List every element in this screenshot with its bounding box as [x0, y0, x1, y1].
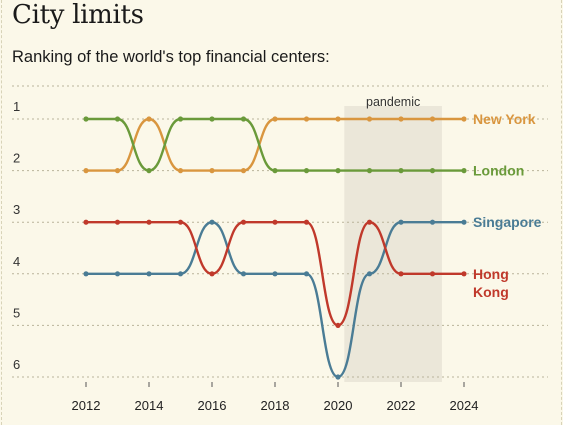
y-tick-label: 4: [13, 254, 20, 269]
data-point-london: [114, 116, 121, 122]
data-point-new-york: [146, 116, 152, 122]
data-point-hong-kong: [272, 219, 278, 225]
data-point-singapore: [335, 374, 341, 380]
data-point-singapore: [366, 271, 373, 277]
data-point-singapore: [461, 219, 467, 225]
data-point-hong-kong: [335, 322, 341, 328]
series-label-singapore: Singapore: [473, 214, 542, 230]
data-point-new-york: [272, 116, 278, 122]
data-point-london: [335, 168, 341, 174]
x-tick-label: 2022: [387, 398, 416, 413]
data-point-singapore: [114, 271, 121, 277]
data-point-singapore: [398, 219, 404, 225]
data-point-london: [177, 116, 184, 122]
data-point-hong-kong: [366, 219, 373, 225]
data-point-london: [83, 116, 89, 122]
data-point-new-york: [209, 168, 215, 174]
data-point-singapore: [83, 271, 89, 277]
data-point-new-york: [114, 168, 121, 174]
data-point-london: [209, 116, 215, 122]
data-point-singapore: [429, 219, 436, 225]
data-point-new-york: [429, 116, 436, 122]
data-point-london: [272, 168, 278, 174]
frame-border-left: [1, 0, 2, 425]
data-point-hong-kong: [398, 271, 404, 277]
data-point-london: [461, 168, 467, 174]
data-point-london: [146, 168, 152, 174]
series-line-hong-kong: [86, 220, 464, 327]
y-tick-label: 2: [13, 151, 20, 166]
y-tick-label: 3: [13, 202, 20, 217]
data-point-singapore: [240, 271, 247, 277]
x-tick-label: 2012: [72, 398, 101, 413]
data-point-new-york: [366, 116, 373, 122]
data-point-new-york: [398, 116, 404, 122]
data-point-singapore: [303, 271, 310, 277]
data-point-new-york: [461, 116, 467, 122]
data-point-new-york: [303, 116, 310, 122]
data-point-singapore: [177, 271, 184, 277]
x-tick-label: 2020: [324, 398, 353, 413]
data-point-new-york: [177, 168, 184, 174]
data-point-new-york: [335, 116, 341, 122]
x-tick-label: 2024: [450, 398, 479, 413]
data-point-hong-kong: [83, 219, 89, 225]
data-point-hong-kong: [209, 271, 215, 277]
series-label-london: London: [473, 163, 524, 179]
data-point-london: [240, 116, 247, 122]
data-point-hong-kong: [303, 219, 310, 225]
series-line-singapore: [86, 220, 464, 379]
chart-title: City limits: [12, 0, 144, 30]
data-point-new-york: [240, 168, 247, 174]
data-point-hong-kong: [177, 219, 184, 225]
data-point-hong-kong: [114, 219, 121, 225]
y-tick-label: 1: [13, 99, 20, 114]
data-point-new-york: [83, 168, 89, 174]
frame-border-right: [561, 0, 562, 425]
x-tick-label: 2018: [261, 398, 290, 413]
data-point-hong-kong: [461, 271, 467, 277]
data-point-london: [398, 168, 404, 174]
data-point-hong-kong: [429, 271, 436, 277]
data-point-london: [429, 168, 436, 174]
data-point-london: [303, 168, 310, 174]
pandemic-label: pandemic: [366, 95, 420, 109]
data-point-singapore: [146, 271, 152, 277]
data-point-hong-kong: [146, 219, 152, 225]
x-tick-label: 2016: [198, 398, 227, 413]
x-tick-label: 2014: [135, 398, 164, 413]
series-label-hong-kong: Hong Kong: [473, 266, 509, 300]
data-point-london: [366, 168, 373, 174]
y-tick-label: 5: [13, 305, 20, 320]
data-point-hong-kong: [240, 219, 247, 225]
pandemic-band: [344, 106, 442, 382]
y-tick-label: 6: [13, 357, 20, 372]
data-point-singapore: [272, 271, 278, 277]
chart-subtitle: Ranking of the world's top financial cen…: [12, 48, 330, 66]
data-point-singapore: [209, 219, 215, 225]
series-label-new-york: New York: [473, 111, 536, 127]
